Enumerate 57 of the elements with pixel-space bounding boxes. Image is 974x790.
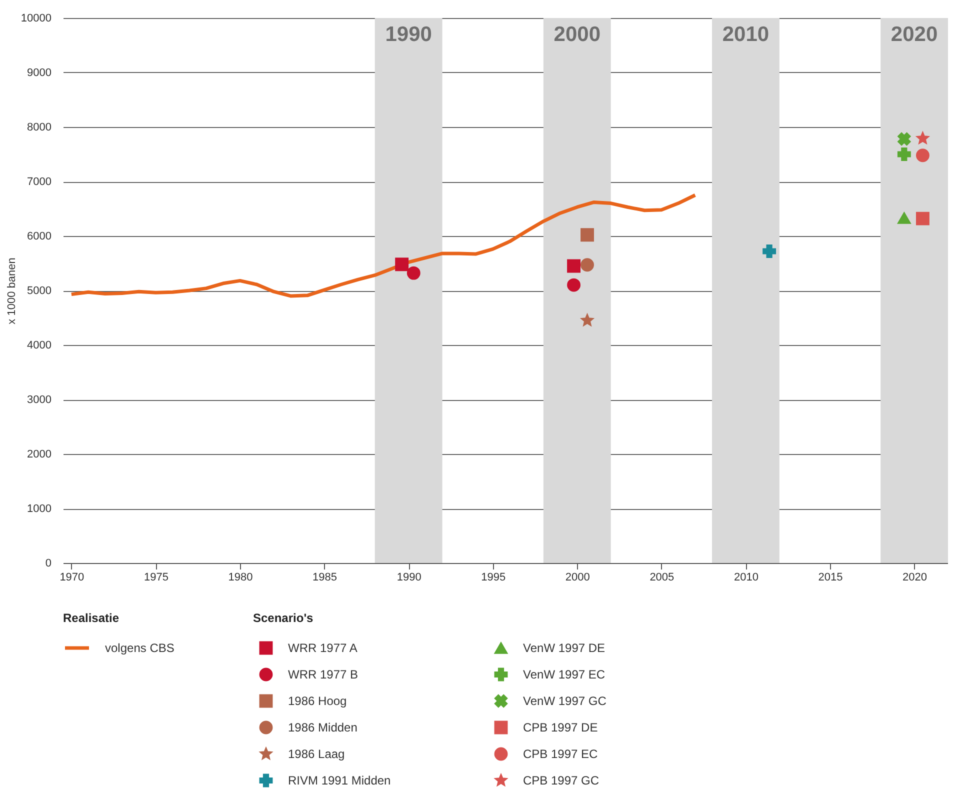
y-tick-label: 7000	[27, 176, 52, 188]
legend-label: 1986 Midden	[288, 720, 358, 734]
x-tick-label: 1970	[60, 572, 84, 584]
x-tick-label: 1990	[396, 572, 422, 584]
x-tick-label: 2005	[650, 572, 674, 584]
legend-label: VenW 1997 EC	[523, 668, 606, 682]
point	[567, 259, 580, 273]
x-tick-label: 1980	[228, 572, 253, 584]
legend-label: volgens CBS	[105, 641, 174, 655]
point	[395, 258, 409, 272]
legend-label: 1986 Hoog	[288, 694, 347, 708]
y-tick-label: 2000	[27, 448, 52, 460]
point	[897, 212, 911, 224]
legend-label: VenW 1997 DE	[523, 641, 606, 655]
y-tick-label: 0	[45, 558, 52, 570]
point	[406, 266, 420, 280]
x-tick-label: 1985	[312, 572, 338, 584]
y-tick-label: 4000	[27, 340, 52, 352]
legend-title: Scenario's	[253, 611, 314, 625]
x-tick-label: 2020	[902, 572, 928, 584]
line-series	[70, 193, 697, 298]
y-tick-label: 10000	[20, 12, 52, 24]
point	[916, 212, 930, 226]
point	[567, 278, 580, 292]
band-label: 2010	[722, 23, 770, 46]
y-tick-label: 6000	[27, 230, 52, 242]
point	[580, 258, 594, 272]
x-tick-label: 1995	[481, 572, 506, 584]
x-tick-label: 1975	[144, 572, 168, 584]
legend-label: WRR 1977 B	[288, 668, 358, 682]
y-tick-label: 3000	[27, 394, 52, 406]
point	[916, 148, 930, 162]
legend-label: CPB 1997 DE	[523, 720, 598, 734]
legend-label: CPB 1997 EC	[523, 747, 598, 761]
point	[916, 132, 930, 144]
point	[580, 228, 594, 242]
y-axis-title: x 1000 banen	[6, 258, 18, 324]
point	[762, 244, 776, 258]
legend-label: RIVM 1991 Midden	[288, 774, 391, 788]
y-tick-label: 9000	[27, 67, 52, 79]
x-tick-label: 2015	[818, 572, 843, 584]
band-label: 2000	[554, 23, 600, 46]
band-label: 2020	[890, 23, 938, 46]
band-label: 1990	[385, 23, 432, 46]
y-tick-label: 5000	[27, 285, 52, 297]
legend-label: CPB 1997 GC	[523, 774, 600, 788]
point	[897, 148, 911, 161]
x-tick-label: 2010	[734, 572, 758, 584]
legend-label: WRR 1977 A	[288, 641, 358, 655]
y-tick-label: 1000	[27, 503, 52, 515]
y-tick-label: 8000	[27, 122, 52, 134]
point	[580, 314, 594, 326]
legend-label: VenW 1997 GC	[523, 694, 607, 708]
text: Realisatie	[63, 611, 120, 625]
x-tick-label: 2000	[565, 572, 590, 584]
legend-label: 1986 Laag	[288, 747, 345, 761]
point	[898, 132, 911, 146]
